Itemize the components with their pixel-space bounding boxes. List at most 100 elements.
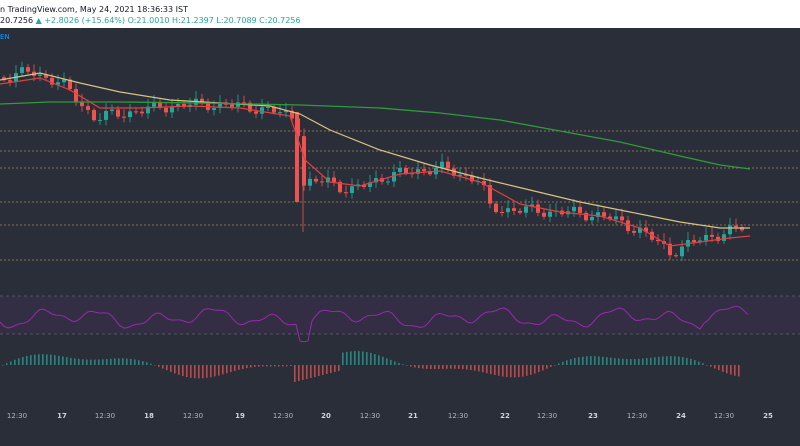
candle-body (608, 216, 612, 220)
macd-bar (22, 356, 24, 365)
macd-bar (442, 365, 444, 369)
candle-body (314, 178, 318, 182)
candle-body (638, 227, 642, 233)
candle-body (614, 216, 618, 220)
macd-bar (54, 355, 56, 365)
macd-bar (390, 359, 392, 365)
macd-bar (714, 365, 716, 369)
candle-body (398, 167, 402, 173)
x-tick-label: 12:30 (7, 412, 27, 420)
macd-bar (602, 356, 604, 365)
candle-body (8, 80, 12, 82)
macd-bar (210, 365, 212, 378)
candle-body (134, 111, 138, 113)
macd-bar (426, 365, 428, 369)
candle-body (332, 177, 336, 182)
macd-bar (738, 365, 740, 377)
macd-bar (710, 365, 712, 367)
macd-bar (586, 356, 588, 365)
macd-bar (594, 356, 596, 365)
x-tick-label: 22 (500, 412, 510, 420)
candle-body (656, 239, 660, 242)
macd-bar (510, 365, 512, 378)
candle-body (440, 161, 444, 168)
candle-body (98, 119, 102, 121)
macd-bar (330, 365, 332, 373)
macd-bar (658, 356, 660, 365)
macd-bar (218, 365, 220, 376)
macd-bar (482, 365, 484, 373)
candle-body (218, 102, 222, 109)
macd-bar (298, 365, 300, 381)
candle-body (182, 104, 186, 108)
macd-bar (130, 358, 132, 365)
macd-bar (642, 358, 644, 365)
x-tick-label: 17 (57, 412, 67, 420)
macd-bar (34, 354, 36, 365)
x-tick-label: 23 (588, 412, 598, 420)
candle-body (128, 111, 132, 118)
macd-bar (470, 365, 472, 371)
candle-body (494, 203, 498, 213)
candle-body (464, 174, 468, 176)
macd-bar (722, 365, 724, 372)
candle-body (242, 102, 246, 104)
candle-body (620, 216, 624, 221)
candle-body (680, 246, 684, 257)
macd-bar (302, 365, 304, 380)
x-tick-label: 12:30 (273, 412, 293, 420)
candle-body (92, 109, 96, 121)
macd-bar (626, 358, 628, 365)
candle-body (62, 79, 66, 83)
x-tick-label: 20 (321, 412, 331, 420)
candle-body (524, 206, 528, 213)
macd-bar (446, 365, 448, 369)
macd-bar (154, 365, 156, 366)
macd-bar (82, 359, 84, 365)
ema-red-line (0, 77, 751, 247)
macd-bar (190, 365, 192, 378)
macd-bar (230, 365, 232, 373)
macd-bar (10, 361, 12, 365)
header-change: ▲ +2.8026 (+15.64%) (35, 16, 126, 25)
macd-bar (554, 365, 556, 366)
x-tick-label: 25 (763, 412, 773, 420)
chart-header: n TradingView.com, May 24, 2021 18:36:33… (0, 0, 800, 28)
macd-bar (534, 365, 536, 374)
macd-bar (174, 365, 176, 374)
candle-body (110, 109, 114, 112)
macd-bar (630, 358, 632, 365)
header-ohlc: O:21.0010 H:21.2397 L:20.7089 C:20.7256 (127, 16, 301, 25)
ema-yellow-line (0, 72, 750, 229)
candle-body (308, 178, 312, 186)
macd-bar (30, 355, 32, 365)
macd-bar (158, 365, 160, 367)
macd-bar (430, 365, 432, 370)
macd-bar (662, 356, 664, 365)
candle-body (668, 243, 672, 256)
macd-bar (698, 361, 700, 365)
candle-body (140, 111, 144, 114)
macd-bar (646, 358, 648, 365)
macd-bar (558, 363, 560, 365)
macd-bar (542, 365, 544, 371)
macd-bar (142, 361, 144, 365)
macd-bar (494, 365, 496, 376)
macd-bar (462, 365, 464, 370)
macd-bar (306, 365, 308, 379)
macd-bar (362, 351, 364, 365)
macd-bar (118, 358, 120, 365)
macd-bar (734, 365, 736, 376)
macd-bar (42, 354, 44, 365)
candle-body (362, 184, 366, 187)
macd-bar (382, 356, 384, 365)
candle-body (374, 178, 378, 183)
macd-bar (354, 351, 356, 365)
macd-bar (358, 351, 360, 365)
candle-body (626, 220, 630, 231)
macd-bar (234, 365, 236, 371)
candle-body (206, 102, 210, 110)
macd-bar (574, 358, 576, 365)
header-price: 20.7256 (0, 16, 34, 25)
